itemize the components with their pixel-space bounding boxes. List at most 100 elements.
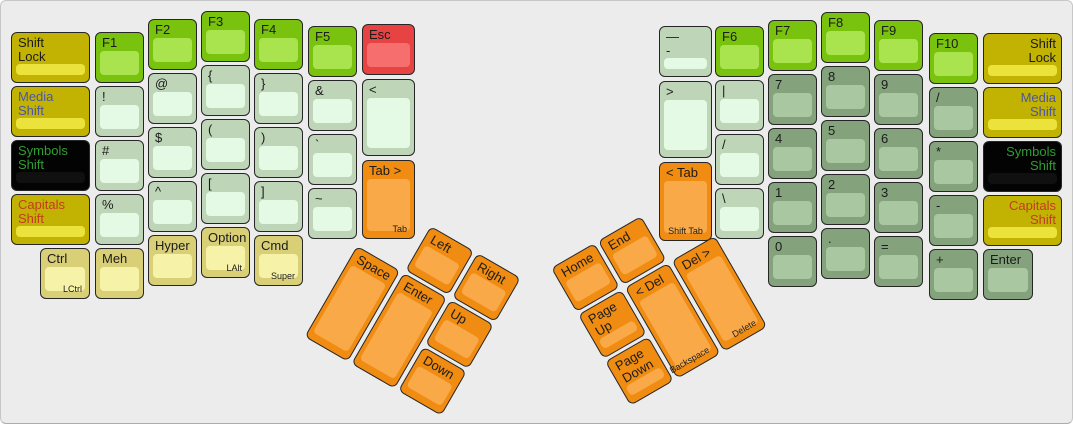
keycap-surface xyxy=(100,158,139,183)
key-close-bracket[interactable]: ] xyxy=(254,181,303,232)
key-minus[interactable]: - xyxy=(929,195,978,246)
key-label: $ xyxy=(155,130,163,145)
key-label: 0 xyxy=(775,239,783,254)
key-dollar[interactable]: $ xyxy=(148,127,197,178)
key-hash[interactable]: # xyxy=(95,140,144,191)
key-cmd[interactable]: Cmd Super xyxy=(254,235,303,286)
keycap-surface xyxy=(367,97,410,148)
key-symbols-shift-left[interactable]: Symbols Shift xyxy=(11,140,90,191)
keycap-surface xyxy=(16,172,85,183)
key-label: 3 xyxy=(881,185,889,200)
key-capitals-shift-left[interactable]: Capitals Shift xyxy=(11,194,90,245)
key-num-2[interactable]: 2 xyxy=(821,174,870,225)
key-shift-lock-right[interactable]: Shift Lock xyxy=(983,33,1062,84)
key-capitals-shift-right[interactable]: Capitals Shift xyxy=(983,195,1062,246)
key-label: F10 xyxy=(936,36,959,51)
key-plus[interactable]: + xyxy=(929,249,978,300)
key-f9[interactable]: F9 xyxy=(874,20,923,71)
keycap-surface xyxy=(153,145,192,170)
keycap-surface xyxy=(16,226,85,237)
key-pipe[interactable]: | xyxy=(715,80,764,131)
key-num-8[interactable]: 8 xyxy=(821,66,870,117)
key-label: 7 xyxy=(775,77,783,92)
key-close-brace[interactable]: } xyxy=(254,73,303,124)
key-label: F5 xyxy=(315,29,331,44)
key-ampersand[interactable]: & xyxy=(308,80,357,131)
key-tab-back[interactable]: < Tab Shift Tab xyxy=(659,162,712,241)
key-backtick[interactable]: ` xyxy=(308,134,357,185)
key-greater-than[interactable]: > xyxy=(659,81,712,158)
key-tilde[interactable]: ~ xyxy=(308,188,357,239)
key-f10[interactable]: F10 xyxy=(929,33,978,84)
key-f2[interactable]: F2 xyxy=(148,19,197,70)
keycap-surface xyxy=(720,98,759,123)
key-f1[interactable]: F1 xyxy=(95,32,144,83)
key-label: 6 xyxy=(881,131,889,146)
key-sublabel: LCtrl xyxy=(62,284,82,294)
key-media-shift-right[interactable]: Media Shift xyxy=(983,87,1062,138)
key-num-5[interactable]: 5 xyxy=(821,120,870,171)
key-f3[interactable]: F3 xyxy=(201,11,250,62)
key-f6[interactable]: F6 xyxy=(715,26,764,77)
key-slash[interactable]: / xyxy=(715,134,764,185)
keycap-surface xyxy=(934,159,973,184)
key-caret[interactable]: ^ xyxy=(148,181,197,232)
key-enter-right[interactable]: Enter xyxy=(983,249,1033,300)
key-num-3[interactable]: 3 xyxy=(874,182,923,233)
key-np-slash[interactable]: / xyxy=(929,87,978,138)
key-at[interactable]: @ xyxy=(148,73,197,124)
key-symbols-shift-right[interactable]: Symbols Shift xyxy=(983,141,1062,192)
key-close-paren[interactable]: ) xyxy=(254,127,303,178)
key-num-1[interactable]: 1 xyxy=(768,182,817,233)
key-f4[interactable]: F4 xyxy=(254,19,303,70)
key-label: Capitals Shift xyxy=(18,197,65,226)
keycap-surface xyxy=(988,119,1057,130)
key-open-brace[interactable]: { xyxy=(201,65,250,116)
key-num-7[interactable]: 7 xyxy=(768,74,817,125)
key-f8[interactable]: F8 xyxy=(821,12,870,63)
key-option[interactable]: Option LAlt xyxy=(201,227,250,278)
key-equals[interactable]: = xyxy=(874,236,923,287)
key-num-0[interactable]: 0 xyxy=(768,236,817,287)
key-label: < Tab xyxy=(666,165,698,180)
key-less-than[interactable]: < xyxy=(362,79,415,156)
key-ctrl[interactable]: Ctrl LCtrl xyxy=(40,248,90,299)
key-label: F7 xyxy=(775,23,791,38)
key-label: / xyxy=(722,137,726,152)
keycap-surface xyxy=(259,199,298,224)
key-percent[interactable]: % xyxy=(95,194,144,245)
key-num-6[interactable]: 6 xyxy=(874,128,923,179)
keycap-surface xyxy=(934,105,973,130)
key-label: Capitals Shift xyxy=(1009,198,1056,227)
keycap-surface xyxy=(773,38,812,63)
key-open-paren[interactable]: ( xyxy=(201,119,250,170)
key-f5[interactable]: F5 xyxy=(308,26,357,77)
key-label: ( xyxy=(208,122,213,137)
key-backslash[interactable]: \ xyxy=(715,188,764,239)
keycap-surface xyxy=(720,206,759,231)
keycap-surface xyxy=(259,37,298,62)
key-esc[interactable]: Esc xyxy=(362,24,415,75)
key-sublabel: Shift Tab xyxy=(668,226,703,236)
key-label: F9 xyxy=(881,23,897,38)
keycap-surface xyxy=(826,246,865,271)
key-dash-underscore[interactable]: — - xyxy=(659,26,712,77)
key-meh[interactable]: Meh xyxy=(95,248,144,299)
key-num-4[interactable]: 4 xyxy=(768,128,817,179)
key-exclamation[interactable]: ! xyxy=(95,86,144,137)
key-period[interactable]: . xyxy=(821,228,870,279)
keycap-surface xyxy=(934,213,973,238)
key-sublabel: Tab xyxy=(392,224,407,234)
keycap-surface xyxy=(773,254,812,279)
key-hyper[interactable]: Hyper xyxy=(148,235,197,286)
key-open-bracket[interactable]: [ xyxy=(201,173,250,224)
key-f7[interactable]: F7 xyxy=(768,20,817,71)
key-asterisk[interactable]: * xyxy=(929,141,978,192)
key-label: F1 xyxy=(102,35,118,50)
key-media-shift-left[interactable]: Media Shift xyxy=(11,86,90,137)
key-label: F8 xyxy=(828,15,844,30)
key-shift-lock-left[interactable]: Shift Lock xyxy=(11,32,90,83)
key-tab-forward[interactable]: Tab > Tab xyxy=(362,160,415,239)
key-num-9[interactable]: 9 xyxy=(874,74,923,125)
keycap-surface xyxy=(153,199,192,224)
